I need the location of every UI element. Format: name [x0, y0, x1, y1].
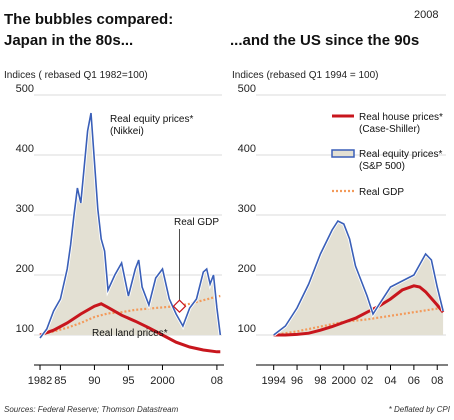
left-land-annotation: Real land prices*: [92, 328, 168, 339]
right-y-tick-label: 100: [238, 323, 256, 335]
right-title: ...and the US since the 90s: [230, 32, 419, 49]
left-gdp-marker: [172, 299, 187, 314]
right-red-line: [273, 284, 445, 337]
left-y-tick-label: 400: [16, 143, 34, 155]
left-red-line: [39, 302, 221, 354]
right-chart-panel: 500 400 300 200 100 1994 96 98 2000 02 04 06 08 Real …: [238, 83, 448, 387]
right-x-tick-label: 02: [361, 375, 373, 387]
left-equity-annotation: Real equity prices*: [110, 114, 193, 125]
right-y-tick-label: 300: [238, 203, 256, 215]
deflated-note: * Deflated by CPI: [389, 405, 451, 414]
right-x-tick-label: 2000: [332, 375, 356, 387]
left-gdp-annotation: Real GDP: [174, 217, 219, 228]
left-y-tick-label: 100: [16, 323, 34, 335]
legend-house-label: Real house prices*: [359, 112, 443, 123]
right-equity-line: [273, 219, 444, 336]
left-equity-line: [39, 112, 222, 339]
right-y-tick-label: 500: [238, 83, 256, 95]
left-subtitle: Indices ( rebased Q1 1982=100): [4, 70, 148, 81]
left-x-tick-label: 90: [88, 375, 100, 387]
right-gdp-line: [273, 306, 444, 337]
legend-equity-label-line2: (S&P 500): [359, 161, 405, 172]
right-x-tick-label: 08: [431, 375, 443, 387]
right-x-tick-label: 98: [314, 375, 326, 387]
left-title-line1: The bubbles compared:: [4, 11, 173, 28]
right-x-tick-label: 96: [291, 375, 303, 387]
left-x-tick-label: 85: [54, 375, 66, 387]
right-y-tick-label: 400: [238, 143, 256, 155]
right-x-tick-label: 04: [384, 375, 396, 387]
legend-equity-swatch: [331, 149, 355, 158]
left-x-tick-label: 08: [211, 375, 223, 387]
left-y-tick-label: 500: [16, 83, 34, 95]
right-y-tick-label: 200: [238, 263, 256, 275]
left-equity-annotation-line2: (Nikkei): [110, 126, 144, 137]
legend-equity-label: Real equity prices*: [359, 149, 442, 160]
left-chart-panel: 500 400 300 200 100 1982 85 90 95 2000 08 Real equi…: [16, 83, 224, 387]
legend-gdp-label: Real GDP: [359, 187, 404, 198]
right-x-tick-label: 06: [408, 375, 420, 387]
left-y-tick-label: 300: [16, 203, 34, 215]
right-x-tick-label: 1994: [261, 375, 285, 387]
right-subtitle: Indices (rebased Q1 1994 = 100): [232, 70, 378, 81]
left-x-tick-label: 2000: [150, 375, 174, 387]
left-title-line2: Japan in the 80s...: [4, 32, 133, 49]
legend-house-label-line2: (Case-Shiller): [359, 124, 420, 135]
left-gdp-line: [39, 294, 221, 337]
left-x-tick-label: 1982: [28, 375, 52, 387]
year-label: 2008: [414, 9, 438, 21]
source-note: Sources: Federal Reserve; Thomson Datast…: [4, 405, 179, 414]
left-x-tick-label: 95: [122, 375, 134, 387]
left-y-tick-label: 200: [16, 263, 34, 275]
